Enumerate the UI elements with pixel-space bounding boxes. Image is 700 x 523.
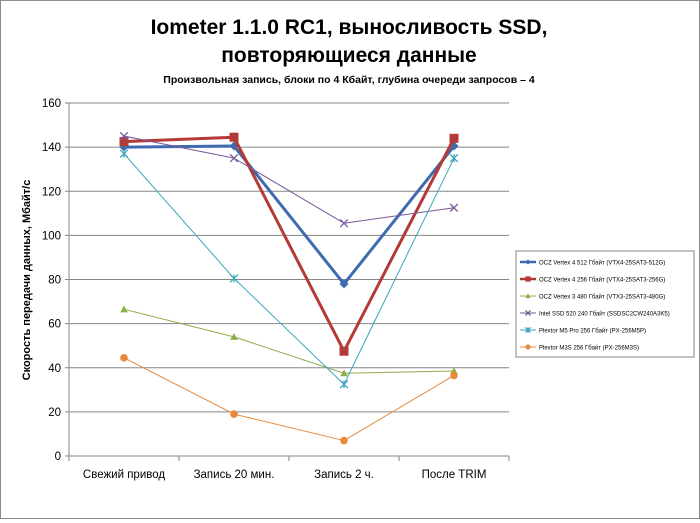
data-point	[525, 259, 531, 265]
data-point	[340, 436, 348, 445]
y-axis-label: Скорость передачи данных, Мбайт/с	[21, 180, 33, 381]
series-2	[120, 305, 458, 377]
y-tick-label: 60	[48, 319, 61, 331]
series-line	[123, 308, 455, 374]
data-point	[339, 279, 349, 289]
y-tick-label: 160	[42, 98, 61, 110]
chart-title: Iometer 1.1.0 RC1, выносливость SSD,	[151, 16, 548, 39]
series-1	[119, 132, 459, 356]
x-tick-label: Запись 2 ч.	[314, 469, 374, 481]
legend-label: Plextor M3S 256 Гбайт (PX-256M3S)	[539, 345, 639, 352]
data-point	[229, 132, 239, 142]
series-line	[123, 357, 455, 442]
data-point	[119, 131, 129, 141]
series-5	[120, 354, 458, 445]
data-point	[524, 326, 532, 334]
legend-entry: OCZ Vertex 3 480 Гбайт (VTX3-25SAT3-480G…	[520, 293, 665, 301]
data-point	[339, 218, 349, 228]
data-point	[525, 276, 531, 282]
series-0	[119, 141, 459, 289]
data-point	[339, 346, 349, 356]
y-tick-label: 120	[42, 186, 61, 198]
series-line	[123, 135, 455, 224]
series-line	[123, 153, 455, 385]
legend-label: Plextor M5 Pro 256 Гбайт (PX-256M5P)	[539, 328, 646, 335]
series-line	[123, 144, 456, 286]
series-line	[123, 135, 456, 353]
legend-entry: OCZ Vertex 4 256 Гбайт (VTX4-25SAT3-256G…	[520, 276, 665, 284]
chart-subtitle: Произвольная запись, блоки по 4 Кбайт, г…	[163, 74, 535, 86]
y-tick-label: 40	[48, 363, 61, 375]
legend-label: Intel SSD 520 240 Гбайт (SSDSC2CW240A3K5…	[539, 311, 670, 318]
data-point	[339, 380, 349, 389]
y-tick-label: 20	[48, 407, 61, 419]
legend-entry: OCZ Vertex 4 512 Гбайт (VTX4-25SAT3-512G…	[520, 259, 665, 267]
series-4	[119, 149, 459, 389]
series-group	[119, 131, 459, 445]
y-axis-ticks: 0 20 40 60 80 100 120 140 160	[42, 98, 69, 463]
data-point	[120, 305, 128, 313]
data-point	[449, 133, 459, 143]
legend-entry: Intel SSD 520 240 Гбайт (SSDSC2CW240A3K5…	[520, 309, 670, 318]
data-point	[119, 149, 129, 159]
data-point	[120, 354, 128, 362]
data-point	[229, 274, 239, 283]
data-point	[340, 369, 348, 377]
legend-label: OCZ Vertex 3 480 Гбайт (VTX3-25SAT3-480G…	[539, 294, 665, 301]
y-tick-label: 100	[42, 230, 61, 242]
y-tick-label: 0	[55, 451, 61, 463]
data-point	[230, 333, 238, 340]
legend-label: OCZ Vertex 4 512 Гбайт (VTX4-25SAT3-512G…	[539, 260, 665, 267]
data-point	[449, 153, 459, 163]
x-tick-label: Запись 20 мин.	[194, 469, 275, 481]
legend-entry: Plextor M3S 256 Гбайт (PX-256M3S)	[520, 344, 639, 352]
data-point	[450, 371, 458, 380]
data-point	[229, 153, 239, 163]
x-tick-label: Свежий привод	[83, 469, 165, 481]
data-point	[449, 203, 459, 213]
data-point	[525, 344, 531, 350]
data-point	[525, 293, 531, 299]
legend-entry: Plextor M5 Pro 256 Гбайт (PX-256M5P)	[520, 326, 646, 335]
legend-label: OCZ Vertex 4 256 Гбайт (VTX4-25SAT3-256G…	[539, 277, 665, 284]
chart-title-line2: повторяющиеся данные	[221, 44, 477, 67]
gridlines	[68, 102, 509, 457]
data-point	[230, 410, 238, 418]
data-point	[119, 137, 129, 147]
y-tick-label: 80	[48, 275, 61, 287]
x-axis-ticks: Свежий привод Запись 20 мин. Запись 2 ч. По…	[68, 456, 510, 481]
series-3	[119, 131, 459, 228]
legend-box	[515, 250, 695, 358]
data-point	[524, 309, 532, 317]
x-tick-label: После TRIM	[422, 469, 487, 481]
legend: OCZ Vertex 4 512 Гбайт (VTX4-25SAT3-512G…	[515, 250, 695, 358]
y-tick-label: 140	[42, 142, 61, 154]
